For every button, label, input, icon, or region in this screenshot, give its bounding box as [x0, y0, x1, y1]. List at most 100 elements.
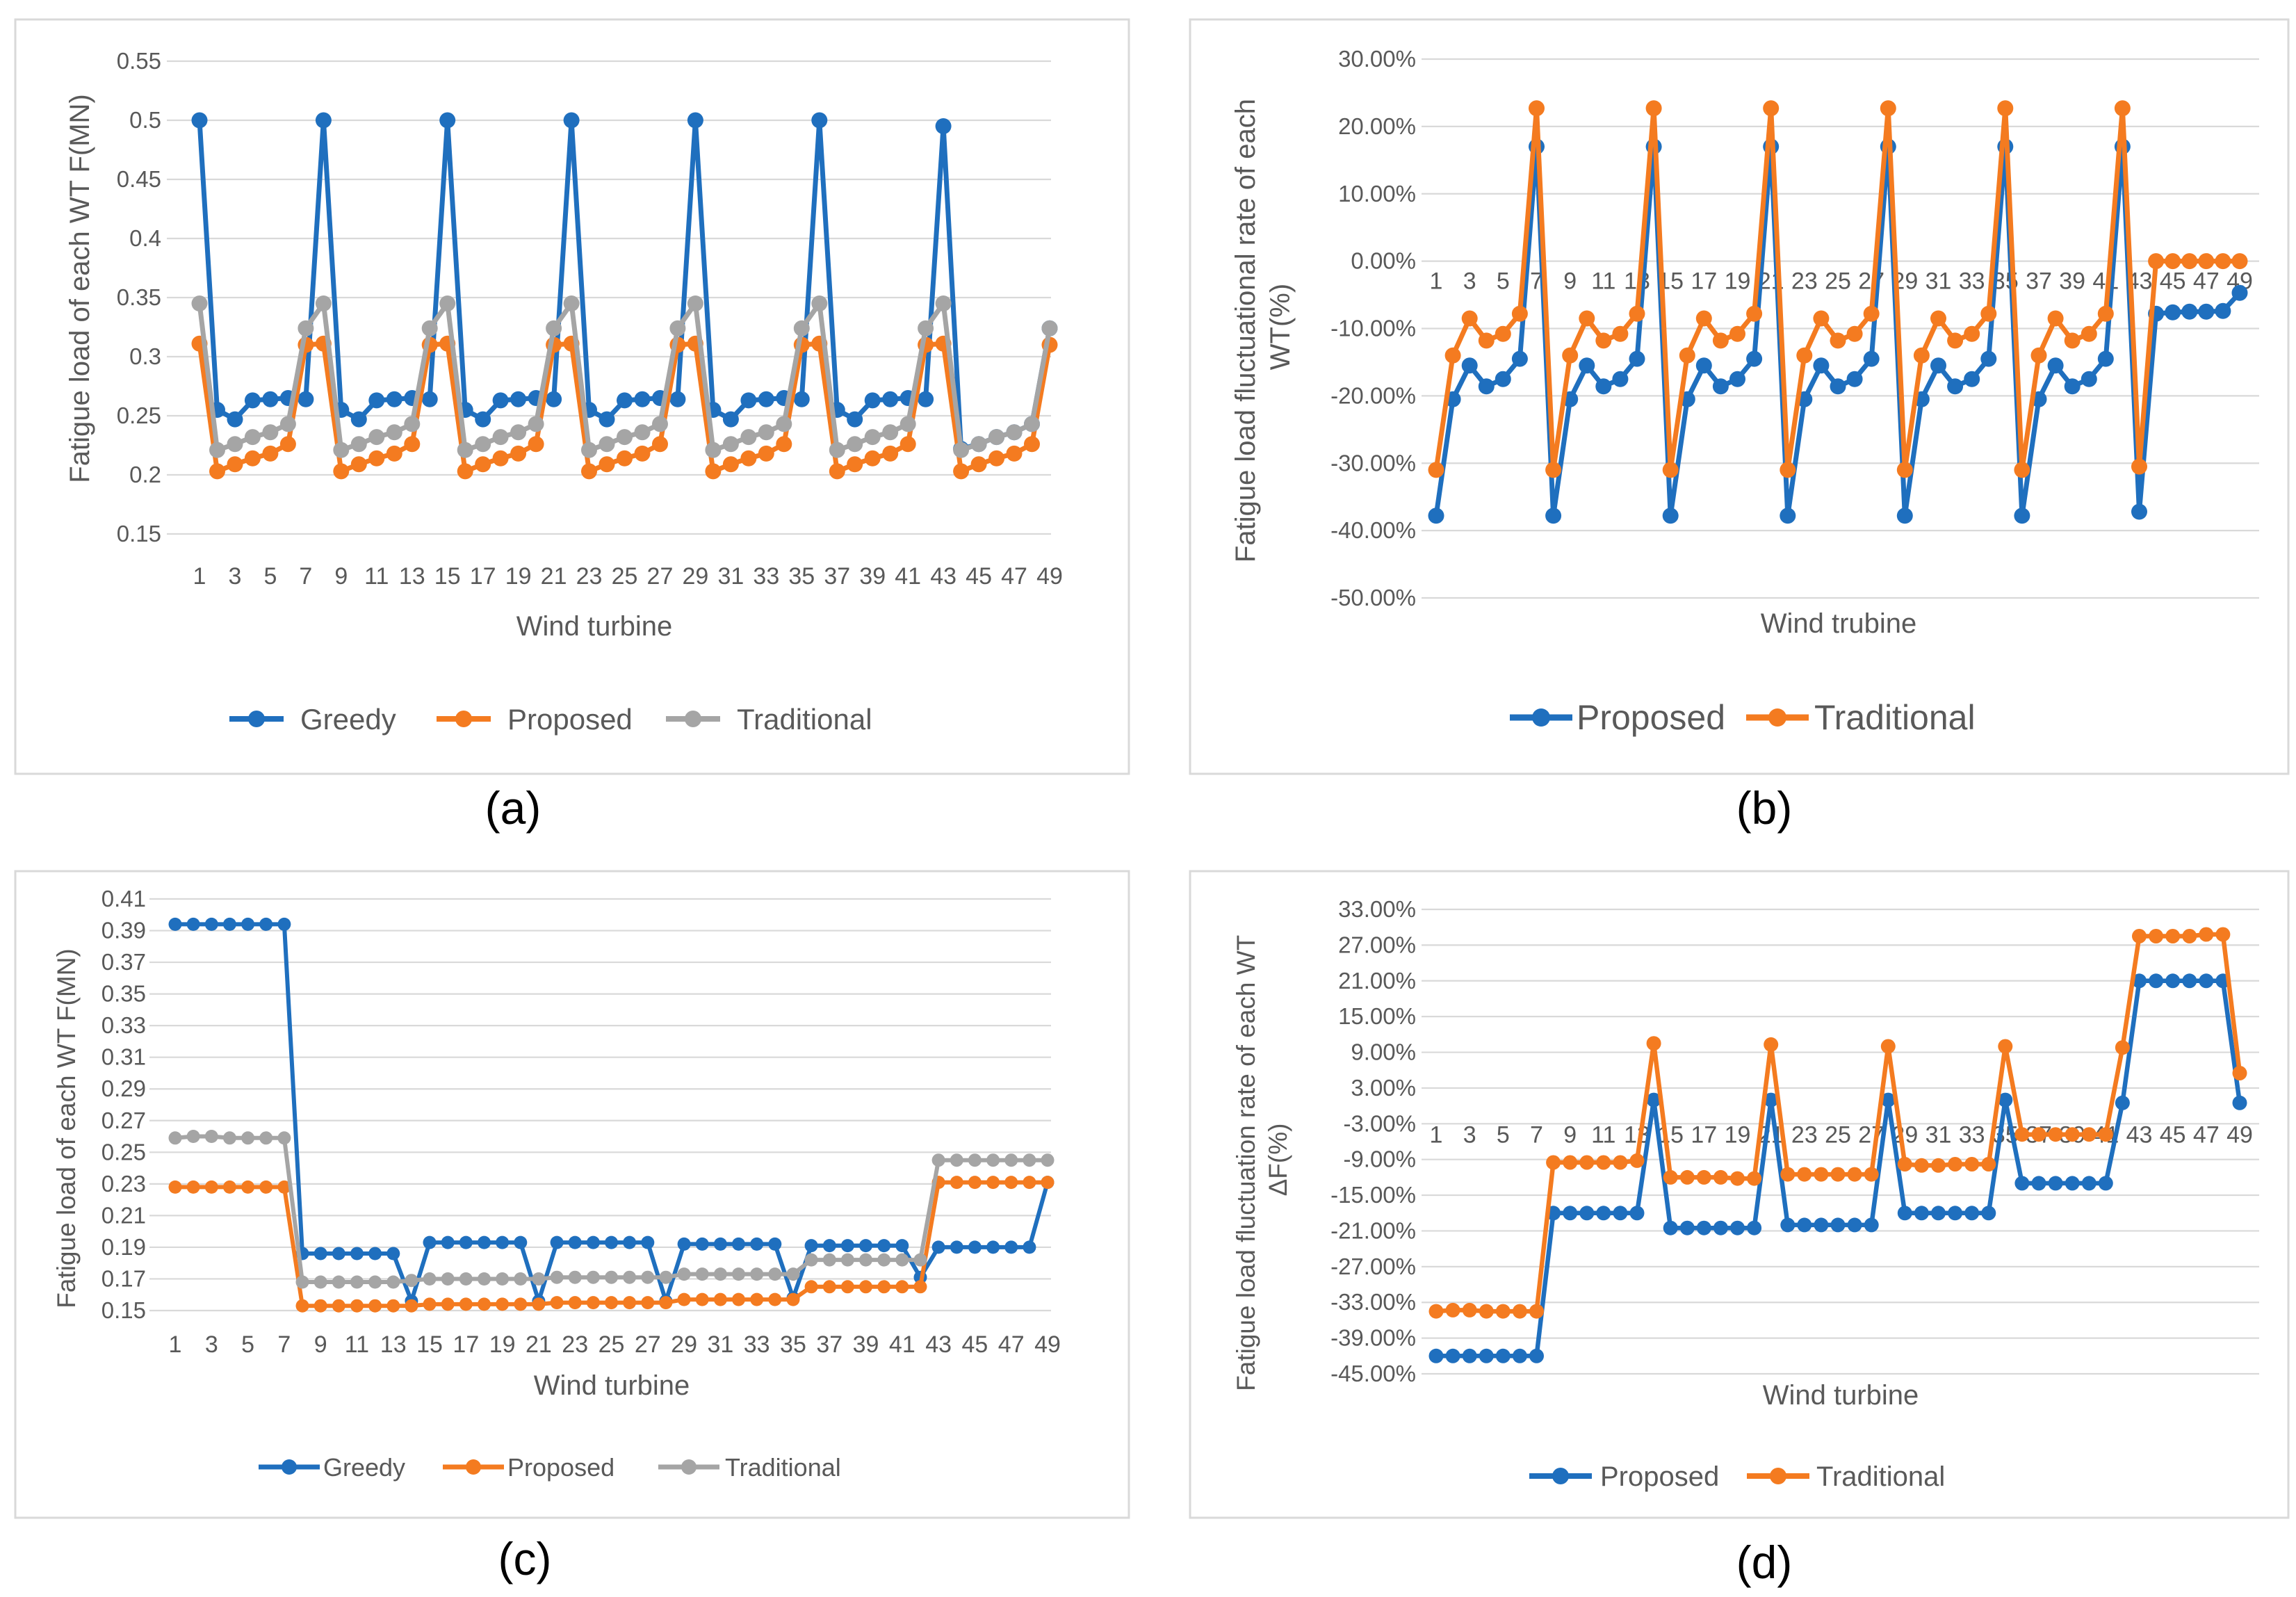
data-point — [1512, 1348, 1527, 1363]
data-point — [2065, 1176, 2080, 1191]
data-point — [568, 1235, 582, 1249]
x-tick-label: 1 — [1430, 1121, 1443, 1148]
data-point — [1764, 1092, 1779, 1108]
data-point — [1764, 1037, 1779, 1052]
data-point — [2048, 1127, 2063, 1142]
data-point — [168, 917, 182, 931]
data-point — [687, 112, 703, 129]
y-tick-label: 33.00% — [1338, 896, 1416, 922]
data-point — [1896, 462, 1913, 478]
data-point — [1729, 325, 1745, 342]
data-point — [1797, 1167, 1812, 1182]
data-point — [605, 1235, 618, 1249]
data-point — [623, 1296, 637, 1310]
data-point — [368, 1247, 382, 1260]
panel-b-gridlines — [1422, 58, 2259, 599]
data-point — [918, 320, 934, 337]
data-point — [1947, 332, 1964, 349]
data-point — [2165, 304, 2181, 321]
data-point — [405, 1299, 418, 1313]
x-tick-label: 41 — [889, 1331, 915, 1358]
data-point — [1629, 350, 1645, 367]
data-point — [1646, 1036, 1661, 1051]
data-point — [1646, 1092, 1661, 1108]
data-point — [421, 391, 438, 407]
data-point — [659, 1270, 673, 1284]
data-point — [859, 1280, 872, 1294]
x-tick-label: 5 — [263, 563, 277, 590]
panel-b-x-axis-title: Wind trubine — [1761, 608, 1917, 639]
data-point — [1797, 1217, 1812, 1233]
x-tick-label: 9 — [334, 563, 348, 590]
data-point — [2232, 1066, 2247, 1080]
data-point — [1679, 347, 1695, 364]
data-point — [822, 1280, 836, 1294]
data-point — [186, 1180, 200, 1194]
data-point — [386, 1299, 400, 1313]
data-point — [510, 445, 527, 462]
data-point — [204, 917, 218, 931]
data-point — [2181, 253, 2198, 270]
data-point — [1495, 1348, 1511, 1363]
data-point — [581, 441, 597, 458]
data-point — [882, 424, 899, 441]
series-traditional — [168, 1130, 1055, 1289]
data-point — [528, 436, 544, 453]
x-tick-label: 25 — [612, 563, 638, 590]
x-tick-label: 43 — [930, 563, 956, 590]
data-point — [496, 1235, 510, 1249]
x-tick-label: 47 — [2193, 268, 2220, 295]
data-point — [1663, 1169, 1678, 1185]
data-point — [2215, 302, 2231, 319]
data-point — [968, 1176, 982, 1190]
data-point — [1428, 1304, 1444, 1319]
data-point — [332, 1299, 345, 1313]
data-point — [1004, 1176, 1018, 1190]
data-point — [368, 1299, 382, 1313]
data-point — [404, 416, 421, 432]
data-point — [1813, 310, 1830, 327]
data-point — [641, 1296, 655, 1310]
panel-b: -50.00% -40.00% -30.00% -20.00% -10.00% 0.00%… — [1189, 18, 2290, 834]
data-point — [804, 1280, 818, 1294]
data-point — [350, 1247, 364, 1260]
y-tick-label: 0.35 — [117, 284, 161, 310]
data-point — [350, 436, 367, 453]
data-point — [386, 1275, 400, 1289]
panel-d-y-ticks: -45.00% -39.00% -33.00% -27.00% -21.00% -15.0… — [1330, 896, 1416, 1386]
legend-proposed-marker — [455, 711, 472, 727]
data-point — [1814, 1217, 1829, 1233]
data-point — [333, 441, 350, 458]
data-point — [1024, 436, 1040, 453]
x-tick-label: 31 — [1925, 1121, 1952, 1148]
legend-greedy-label: Greedy — [300, 703, 396, 736]
data-point — [404, 436, 421, 453]
data-point — [459, 1297, 473, 1311]
data-point — [931, 1240, 945, 1254]
data-point — [811, 112, 828, 129]
data-point — [1897, 1157, 1912, 1172]
data-point — [441, 1297, 455, 1311]
x-tick-label: 29 — [671, 1331, 697, 1358]
data-point — [1980, 305, 1997, 322]
x-tick-label: 33 — [744, 1331, 770, 1358]
panel-a-y-ticks: 0.15 0.2 0.25 0.3 0.35 0.4 0.45 0.5 0.55 — [117, 48, 161, 546]
x-tick-label: 45 — [962, 1331, 988, 1358]
x-tick-label: 17 — [1691, 1121, 1717, 1148]
data-point — [1746, 305, 1763, 322]
data-point — [1529, 1348, 1544, 1363]
data-point — [1461, 357, 1478, 374]
panel-c-x-ticks: 1 3 5 7 9 11 13 15 17 19 21 23 25 27 29 31 33 35 37 39 41 43 4… — [169, 1331, 1061, 1358]
data-point — [1813, 357, 1830, 374]
data-point — [295, 1275, 309, 1289]
x-tick-label: 9 — [1563, 1121, 1577, 1148]
legend-proposed: Proposed — [437, 703, 633, 736]
panel-c: 0.15 0.17 0.19 0.21 0.23 0.25 0.27 0.29 0.31 0.33… — [14, 870, 1130, 1584]
data-point — [1948, 1206, 1963, 1221]
data-point — [2148, 253, 2165, 270]
data-point — [1529, 100, 1545, 117]
data-point — [1479, 1304, 1494, 1319]
data-point — [599, 436, 615, 453]
data-point — [1695, 357, 1712, 374]
